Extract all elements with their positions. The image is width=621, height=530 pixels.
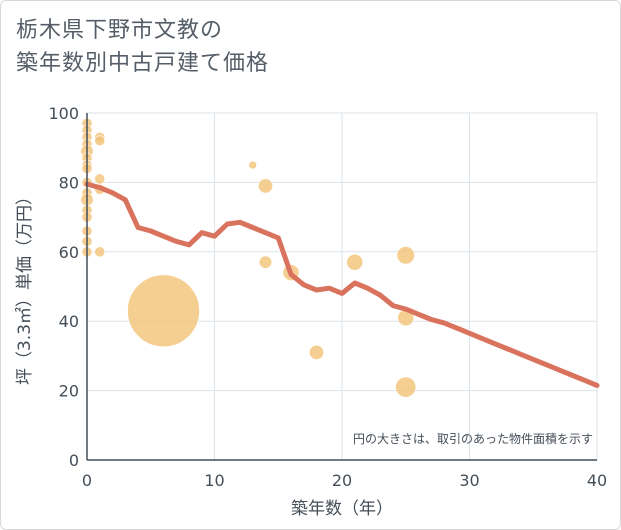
y-tick-label: 60 xyxy=(59,243,79,262)
x-tick-label: 20 xyxy=(332,471,352,490)
y-tick-label: 40 xyxy=(59,312,79,331)
chart-title-line2: 築年数別中古戸建て価格 xyxy=(16,51,270,76)
x-tick-label: 10 xyxy=(204,471,224,490)
bubble-point xyxy=(396,246,415,265)
y-tick-label: 100 xyxy=(48,104,79,123)
y-axis-title: 坪（3.3㎡）単価（万円） xyxy=(15,188,35,385)
tick-labels: 0 10 20 30 40 0 20 40 60 80 100 xyxy=(48,104,607,490)
bubble-point xyxy=(308,344,324,360)
bubble-series xyxy=(80,118,417,398)
x-tick-label: 30 xyxy=(459,471,479,490)
bubble-point xyxy=(395,376,417,398)
chart-title-line1: 栃木県下野市文教の xyxy=(16,18,224,43)
bubble-point xyxy=(248,160,258,170)
bubble-point xyxy=(94,135,106,147)
trend-line xyxy=(84,181,600,388)
x-tick-label: 40 xyxy=(587,471,607,490)
y-tick-label: 20 xyxy=(59,382,79,401)
x-axis-title: 築年数（年） xyxy=(291,499,393,519)
size-note: 円の大きさは、取引のあった物件面積を示す xyxy=(353,431,593,446)
axes xyxy=(86,113,597,461)
y-tick-label: 0 xyxy=(69,451,79,470)
chart-title: 栃木県下野市文教の 築年数別中古戸建て価格 xyxy=(16,14,269,80)
bubble-point xyxy=(127,274,200,348)
bubble-point xyxy=(346,253,364,271)
bubble-point xyxy=(94,173,106,185)
bubble-point xyxy=(257,178,273,194)
bubble-point xyxy=(258,255,273,269)
bubble-point xyxy=(94,246,106,258)
y-tick-label: 80 xyxy=(59,173,79,192)
x-tick-label: 0 xyxy=(82,471,92,490)
trend-line-group xyxy=(84,181,600,388)
